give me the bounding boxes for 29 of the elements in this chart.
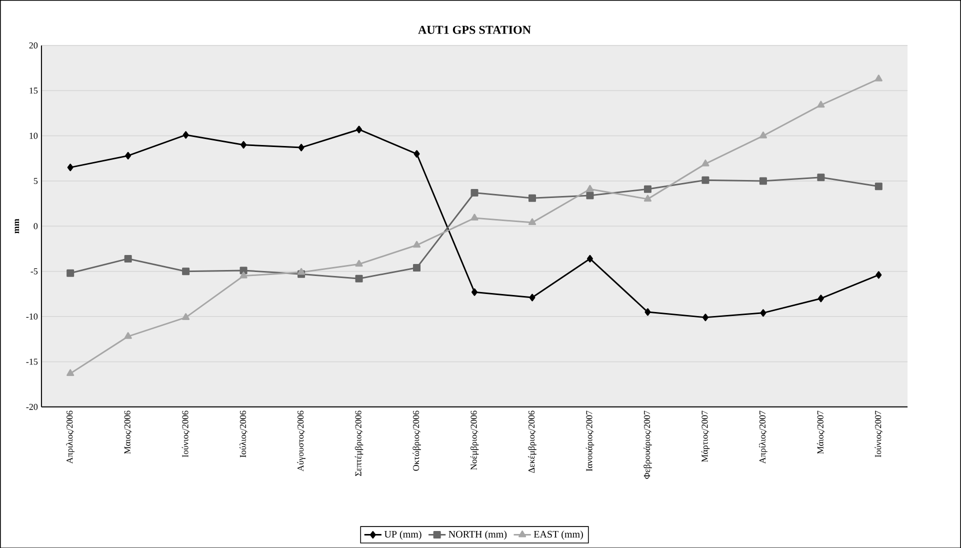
x-tick-label: Οκτώβριος/2006 xyxy=(412,410,421,471)
x-tick-label: Ιούνιος/2007 xyxy=(874,410,883,457)
x-tick-label: Φεβρουάριος/2007 xyxy=(644,410,652,479)
y-tick-label: 10 xyxy=(30,132,38,139)
x-tick-label: Μάιος/2007 xyxy=(816,410,825,454)
x-tick-label: Απριλιος/2006 xyxy=(66,410,74,464)
x-tick-label: Ιανουάριος/2007 xyxy=(586,410,594,471)
x-tick-label: Απρίλιος/2007 xyxy=(759,410,768,464)
x-tick-label: Δεκέμβριος/2006 xyxy=(528,410,536,473)
legend-label: NORTH (mm) xyxy=(448,530,507,540)
y-tick-label: 5 xyxy=(34,178,38,184)
x-tick-label: Ιούνιος/2006 xyxy=(182,410,190,457)
y-tick-label: 15 xyxy=(30,87,38,94)
legend-label: UP (mm) xyxy=(384,530,422,540)
legend-label: EAST (mm) xyxy=(534,530,583,540)
chart-title: AUT1 GPS STATION xyxy=(418,26,531,34)
y-tick-label: -15 xyxy=(26,358,38,365)
y-tick-label: -10 xyxy=(26,313,38,320)
x-tick-label: Ιούλιος/2006 xyxy=(240,410,248,458)
y-tick-label: 0 xyxy=(34,222,38,229)
y-tick-label: -5 xyxy=(30,268,38,274)
y-tick-label: -20 xyxy=(26,404,38,410)
x-tick-label: Αύγουστος/2006 xyxy=(297,410,306,472)
y-tick-label: 20 xyxy=(29,42,38,48)
x-tick-label: Μάρτιος/2007 xyxy=(701,410,710,462)
x-tick-label: Μαιος/2006 xyxy=(124,410,132,454)
x-tick-label: Σεπτέμβριος/2006 xyxy=(354,410,364,476)
y-axis-title: mm xyxy=(14,218,20,234)
x-tick-label: Νοέμβριος/2006 xyxy=(470,410,479,470)
